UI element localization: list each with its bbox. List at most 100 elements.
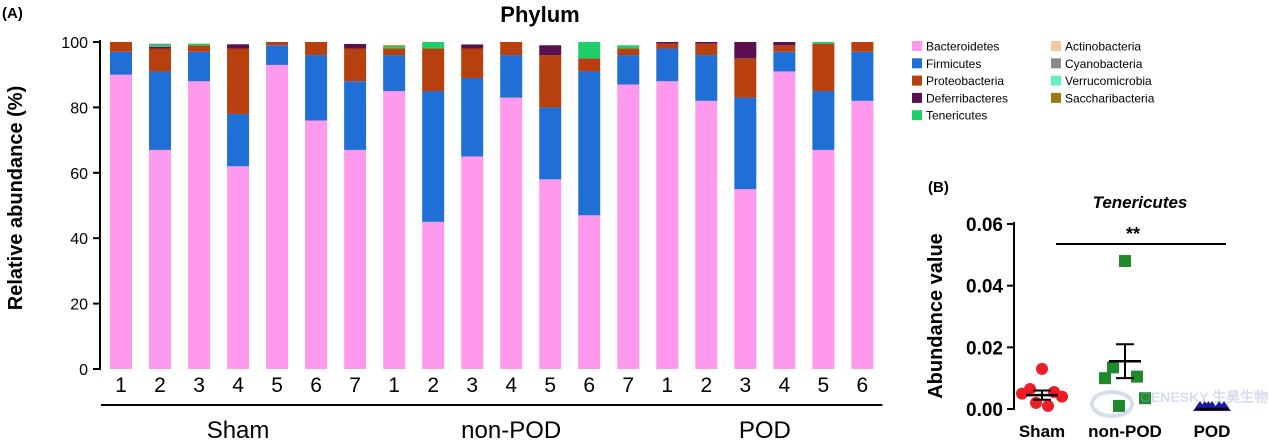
chart-a-bars	[110, 42, 874, 370]
legend-swatch	[1051, 92, 1061, 103]
y-tick-label: 0.00	[966, 400, 1003, 421]
bar-segment	[578, 71, 601, 216]
bar-segment	[422, 42, 445, 49]
bar-segment	[500, 42, 523, 56]
bar-segment	[305, 120, 328, 369]
bar-segment	[734, 42, 757, 59]
bar-segment	[188, 81, 211, 370]
chart-a-y-axis: 0 20 40 60 80 100	[61, 35, 101, 379]
legend-swatch	[1051, 58, 1061, 69]
chart-b-title: Tenericutes	[1093, 193, 1188, 212]
x-tick-label: 4	[505, 374, 517, 397]
bar-segment	[461, 43, 484, 45]
data-point	[1016, 387, 1028, 400]
bar-segment	[539, 45, 562, 56]
bar-segment	[266, 42, 289, 46]
data-point	[1099, 372, 1111, 385]
data-point	[1113, 399, 1125, 412]
bar-segment	[149, 43, 172, 45]
data-point	[1036, 362, 1048, 375]
y-tick-label: 40	[70, 231, 88, 248]
watermark: GENESKY 生昊生物	[1090, 389, 1268, 418]
x-tick-label: 5	[544, 374, 556, 397]
chart-b-significance: **	[1056, 224, 1226, 245]
bar-segment	[734, 189, 757, 369]
bar-segment	[188, 45, 211, 52]
bar-segment	[344, 149, 367, 369]
x-tick-label: 7	[349, 374, 361, 397]
bar-segment	[422, 91, 445, 222]
bar-segment	[110, 74, 132, 369]
group-label: Sham	[207, 417, 270, 441]
significance-label: **	[1126, 224, 1140, 244]
bar-segment	[773, 45, 796, 52]
bar-segment	[695, 42, 718, 44]
bar-segment	[656, 48, 679, 82]
bar-segment	[656, 81, 679, 370]
x-tick-label: 2	[700, 374, 712, 397]
bar-segment	[617, 48, 640, 56]
x-tick-label: 2	[154, 374, 166, 397]
bar-segment	[266, 64, 289, 369]
bar-segment	[461, 44, 484, 49]
bar-segment	[383, 45, 406, 47]
bar-segment	[344, 81, 367, 150]
legend-label: Proteobacteria	[926, 74, 1004, 88]
bar-segment	[383, 46, 406, 49]
legend-swatch	[1051, 75, 1061, 86]
chart-a-legend: Bacteroidetes Firmicutes Proteobacteria Def…	[912, 40, 1155, 123]
bar-segment	[695, 55, 718, 101]
bar-segment	[812, 91, 835, 150]
chart-b-y-axis: 0.00 0.02 0.04 0.06	[966, 215, 1015, 421]
x-tick-label: 6	[857, 374, 869, 397]
x-tick-label: 6	[583, 374, 595, 397]
bar-segment	[539, 55, 562, 108]
bar-segment	[422, 221, 445, 369]
bar-segment	[773, 42, 796, 46]
legend-label: Saccharibacteria	[1065, 91, 1155, 105]
bar-segment	[578, 215, 601, 369]
x-tick-label: 7	[622, 374, 634, 397]
bar-segment	[695, 100, 718, 370]
y-tick-label: 60	[70, 166, 88, 183]
y-tick-label: 0	[79, 362, 88, 379]
group-label: non-POD	[461, 417, 561, 441]
x-tick-label: Sham	[1019, 422, 1065, 441]
legend-swatch	[1051, 41, 1061, 51]
y-tick-label: 80	[70, 100, 88, 117]
x-tick-label: 1	[388, 374, 400, 397]
x-tick-label: 3	[193, 374, 205, 397]
y-tick-label: 0.04	[966, 277, 1003, 298]
bar-segment	[383, 55, 406, 92]
bar-segment	[305, 42, 328, 56]
bar-segment	[539, 107, 562, 180]
chart-b-y-axis-label: Abundance value	[925, 233, 947, 399]
bar-segment	[227, 48, 250, 114]
watermark-text: GENESKY 生昊生物	[1140, 389, 1268, 405]
legend-label: Actinobacteria	[1065, 40, 1141, 54]
bar-segment	[851, 42, 874, 52]
bar-segment	[851, 100, 874, 370]
bar-segment	[110, 51, 132, 75]
data-point	[1131, 370, 1143, 383]
bar-segment	[188, 51, 211, 82]
bar-segment	[578, 42, 601, 59]
chart-a-x-axis: 1 2 3 4 5 6 7 Sham 1 2 3 4 5 6 7 non-POD 1 2 3 4 5 6 POD	[101, 374, 883, 441]
y-tick-label: 100	[61, 35, 88, 52]
bar-segment	[812, 149, 835, 369]
watermark-logo-icon	[1090, 390, 1134, 418]
x-tick-label: 1	[115, 374, 127, 397]
bar-segment	[227, 113, 250, 167]
legend-label: Bacteroidetes	[926, 40, 999, 54]
bar-segment	[812, 43, 835, 92]
bar-segment	[617, 84, 640, 369]
chart-a-y-axis-label: Relative abundance (%)	[5, 86, 27, 311]
x-tick-label: 5	[271, 374, 283, 397]
x-tick-label: 5	[818, 374, 830, 397]
x-tick-label: 6	[310, 374, 322, 397]
bar-segment	[461, 48, 484, 78]
bar-segment	[266, 45, 289, 65]
bar-segment	[617, 55, 640, 85]
legend-swatch	[912, 75, 922, 86]
bar-segment	[656, 43, 679, 49]
